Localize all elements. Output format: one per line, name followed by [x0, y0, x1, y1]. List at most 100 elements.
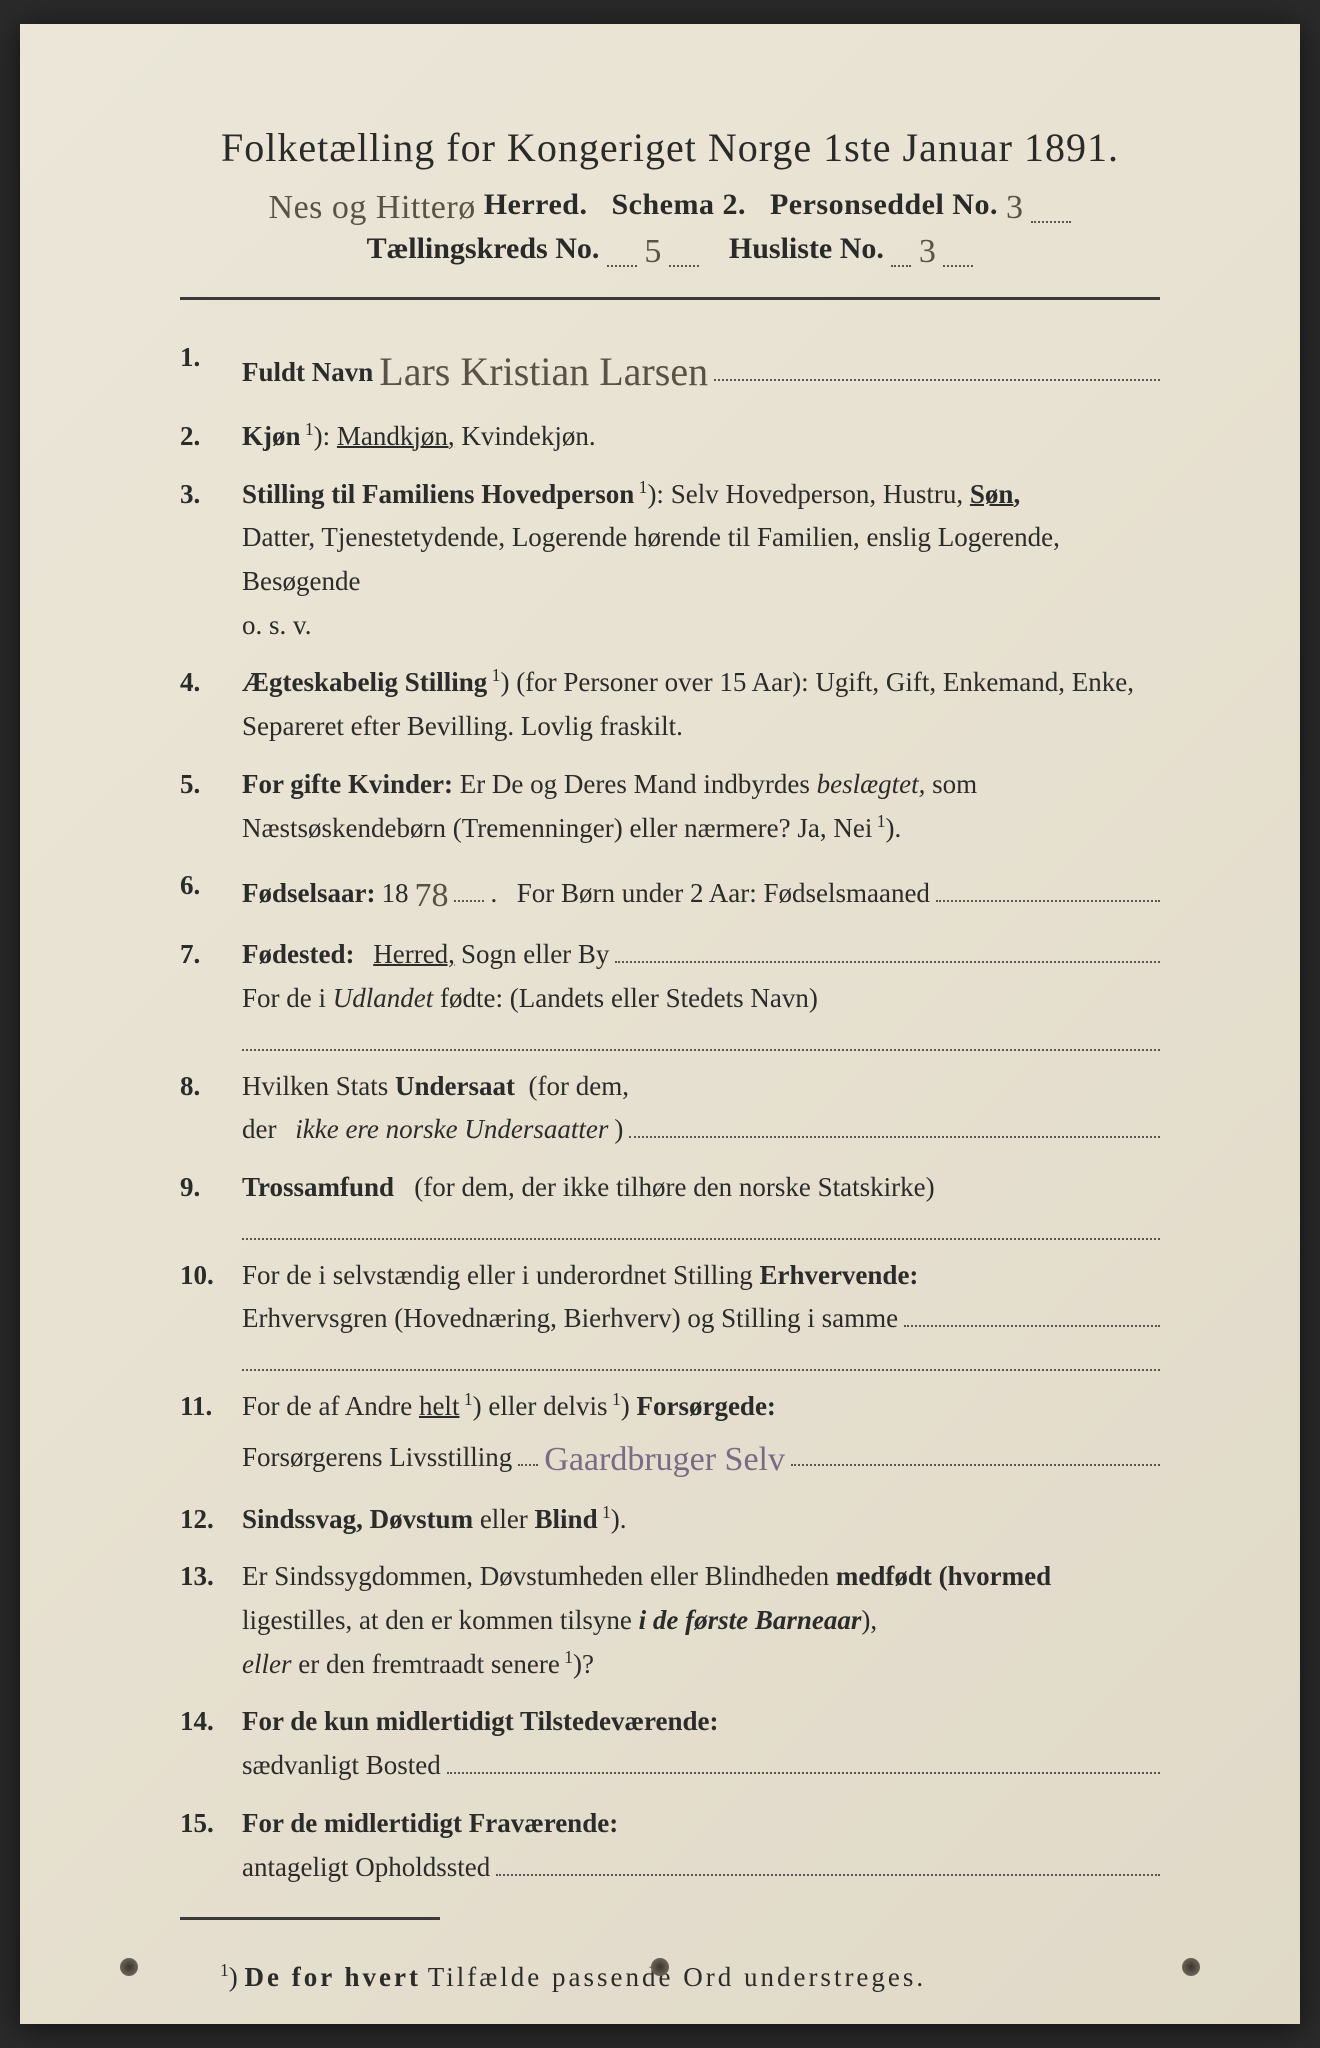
q12-disability: Sindssvag, Døvstum eller Blind 1). [180, 1498, 1160, 1542]
footnote-ref: 1 [598, 1502, 611, 1522]
q3-opts-b: Datter, Tjenestetydende, Logerende høren… [242, 516, 1160, 603]
q8-label-b: Undersaat [395, 1071, 515, 1101]
q11-line2: Forsørgerens Livsstilling [242, 1436, 512, 1480]
q5-married-women: For gifte Kvinder: Er De og Deres Mand i… [180, 763, 1160, 850]
q3-son-underlined: Søn, [970, 479, 1020, 509]
herred-handwritten: Nes og Hitterø [269, 189, 476, 227]
q1-name: Fuldt Navn Lars Kristian Larsen [180, 336, 1160, 401]
q7-label: Fødested: [242, 933, 354, 977]
q2-sex: Kjøn 1): Mandkjøn, Kvindekjøn. [180, 415, 1160, 459]
q9-body: (for dem, der ikke tilhøre den norske St… [414, 1172, 934, 1202]
dotted-fill [242, 1210, 1160, 1240]
q6-born-label: For Børn under 2 Aar: Fødselsmaaned [517, 872, 930, 916]
q8-citizenship: Hvilken Stats Undersaat (for dem, der ik… [180, 1065, 1160, 1152]
q11-body-c: Forsørgede: [636, 1391, 775, 1421]
q13-disability-congenital: Er Sindssygdommen, Døvstumheden eller Bl… [180, 1555, 1160, 1686]
dotted-fill [447, 1744, 1160, 1774]
header-line-1: Nes og Hitterø Herred. Schema 2. Persons… [180, 185, 1160, 223]
q13-body-b: medfødt (hvormed [836, 1561, 1051, 1591]
q10-body-b: Erhvervende: [759, 1260, 918, 1290]
q14-label: For de kun midlertidigt Tilstedeværende: [242, 1706, 719, 1736]
q8-line2-a: der [242, 1108, 276, 1152]
q7-line2-i: Udlandet [333, 983, 434, 1013]
q3-opts-a: Selv Hovedperson, Hustru, [671, 479, 963, 509]
q9-religion: Trossamfund (for dem, der ikke tilhøre d… [180, 1166, 1160, 1239]
q10-body-a: For de i selvstændig eller i underordnet… [242, 1260, 753, 1290]
footnote-bold: De for hvert [245, 1962, 421, 1992]
q8-paren: (for dem, [529, 1071, 629, 1101]
q11-supported: For de af Andre helt 1) eller delvis 1) … [180, 1385, 1160, 1484]
q15-temp-absent: For de midlertidigt Fraværende: antageli… [180, 1802, 1160, 1889]
q5-label: For gifte Kvinder: [242, 769, 453, 799]
dotted-fill [629, 1109, 1160, 1139]
q4-paren: (for Personer over 15 Aar): [516, 667, 808, 697]
q13-line2-i: i de første Barneaar [639, 1605, 862, 1635]
q11-helt-underlined: helt [419, 1391, 460, 1421]
schema-label: Schema 2. [611, 188, 746, 221]
q10-occupation: For de i selvstændig eller i underordnet… [180, 1254, 1160, 1371]
q11-value-handwritten: Gaardbruger Selv [544, 1432, 785, 1487]
dotted-fill [242, 1021, 1160, 1051]
q7-line2-b: fødte: (Landets eller Stedets Navn) [440, 983, 818, 1013]
personseddel-no-handwritten: 3 [1006, 189, 1024, 227]
footnote-sup: 1 [220, 1960, 229, 1980]
footnote-rest: Tilfælde passende Ord understreges. [428, 1962, 926, 1992]
dotted-fill [943, 234, 973, 267]
q7-line2-a: For de i [242, 983, 326, 1013]
q6-birth-year: Fødselsaar: 1878 . For Børn under 2 Aar:… [180, 864, 1160, 919]
q4-marital: Ægteskabelig Stilling 1) (for Personer o… [180, 661, 1160, 748]
kreds-no-handwritten: 5 [644, 233, 661, 271]
dotted-fill [615, 934, 1160, 964]
dotted-fill [936, 873, 1160, 903]
q8-label-a: Hvilken Stats [242, 1071, 388, 1101]
q9-label: Trossamfund [242, 1172, 394, 1202]
binding-hole [120, 1958, 138, 1976]
q8-line2-i: ikke ere norske Undersaatter [295, 1108, 608, 1152]
q12-body3: Blind [535, 1504, 598, 1534]
q11-body-b: eller delvis [488, 1391, 607, 1421]
q3-relation: Stilling til Familiens Hovedperson 1): S… [180, 473, 1160, 648]
footnote-ref: 1 [459, 1389, 472, 1409]
q5-body-a: Er De og Deres Mand indbyrdes [460, 769, 810, 799]
q13-line3-i: eller [242, 1649, 291, 1679]
q1-value-handwritten: Lars Kristian Larsen [379, 340, 708, 405]
divider-footnote [180, 1917, 440, 1920]
q3-label: Stilling til Familiens Hovedperson [242, 479, 634, 509]
q7-rest: Sogn eller By [461, 933, 610, 977]
herred-label: Herred. [484, 188, 588, 221]
q5-body-i: beslægtet, [817, 769, 926, 799]
dotted-fill [791, 1437, 1160, 1467]
dotted-fill [518, 1437, 538, 1467]
dotted-fill [607, 234, 637, 267]
husliste-no-handwritten: 3 [919, 233, 936, 271]
binding-hole [651, 1958, 669, 1976]
q13-body-a: Er Sindssygdommen, Døvstumheden eller Bl… [242, 1561, 829, 1591]
q15-line2: antageligt Opholdssted [242, 1846, 490, 1890]
q14-temp-present: For de kun midlertidigt Tilstedeværende:… [180, 1700, 1160, 1787]
footnote-ref: 1 [608, 1389, 621, 1409]
q2-male-underlined: Mandkjøn, [337, 421, 455, 451]
footnote-ref: 1 [560, 1647, 573, 1667]
q3-osv: o. s. v. [242, 604, 1160, 648]
dotted-fill [891, 234, 911, 267]
personseddel-label: Personseddel No. [770, 188, 998, 221]
binding-hole [1182, 1958, 1200, 1976]
dotted-fill [714, 351, 1160, 381]
q14-line2: sædvanligt Bosted [242, 1744, 441, 1788]
dotted-fill [1031, 190, 1071, 223]
dotted-fill [904, 1298, 1160, 1328]
q4-label: Ægteskabelig Stilling [242, 667, 487, 697]
q7-birthplace: Fødested: Herred, Sogn eller By For de i… [180, 933, 1160, 1050]
census-form-page: Folketælling for Kongeriget Norge 1ste J… [20, 24, 1300, 2024]
q6-year-handwritten: 78 [414, 868, 448, 923]
footnote-ref: 1 [634, 477, 647, 497]
q12-body: Sindssvag, Døvstum [242, 1504, 473, 1534]
q2-label: Kjøn [242, 421, 301, 451]
q11-body-a: For de af Andre [242, 1391, 412, 1421]
footnote: 1) De for hvert Tilfælde passende Ord un… [180, 1960, 1160, 1993]
q6-prefix: 18 [381, 872, 408, 916]
q6-label: Fødselsaar: [242, 872, 375, 916]
kreds-label: Tællingskreds No. [367, 232, 600, 265]
q13-line3: er den fremtraadt senere [298, 1649, 560, 1679]
question-list: Fuldt Navn Lars Kristian Larsen Kjøn 1):… [180, 336, 1160, 1889]
